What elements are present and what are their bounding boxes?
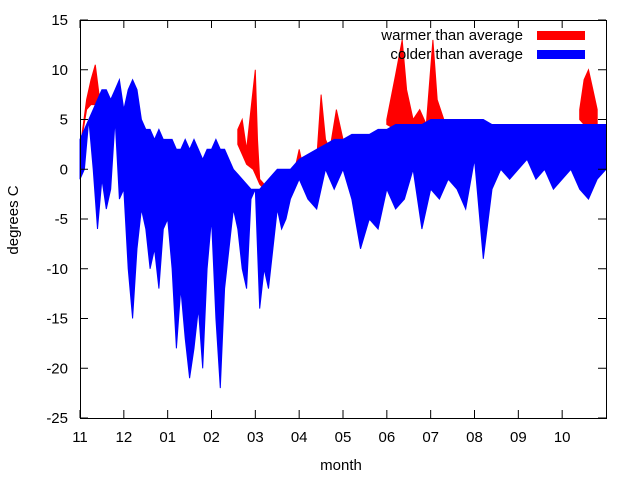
y-axis: -25 -20 -15 -10 -5 0 5 10 15 [46, 12, 606, 427]
x-axis-label: month [320, 457, 362, 474]
y-tick-label: -10 [46, 261, 68, 278]
x-tick-label: 06 [378, 429, 395, 446]
x-tick-label: 07 [422, 429, 439, 446]
x-tick-label: 08 [466, 429, 483, 446]
legend-label-1: colder than average [390, 46, 523, 63]
x-tick-label: 01 [159, 429, 176, 446]
y-tick-label: 10 [51, 62, 68, 79]
y-tick-label: 0 [60, 161, 68, 178]
legend-swatch-1 [537, 50, 585, 59]
x-tick-label: 04 [291, 429, 308, 446]
x-tick-label: 03 [247, 429, 264, 446]
y-tick-label: 5 [60, 112, 68, 129]
x-tick-label: 12 [115, 429, 132, 446]
y-tick-label: 15 [51, 12, 68, 29]
series-layer [79, 39, 607, 389]
x-tick-label: 05 [335, 429, 352, 446]
y-tick-label: -5 [55, 211, 68, 228]
y-axis-label: degrees C [5, 185, 22, 254]
legend-label-0: warmer than average [380, 27, 523, 44]
x-axis: 11 12 01 02 03 04 05 06 07 08 09 10 [72, 20, 571, 446]
y-tick-label: -15 [46, 311, 68, 328]
series-warmer-band-4 [579, 68, 598, 125]
y-tick-label: -20 [46, 360, 68, 377]
x-tick-label: 11 [72, 429, 88, 446]
legend-swatch-0 [537, 31, 585, 40]
x-tick-label: 09 [510, 429, 527, 446]
x-tick-label: 10 [554, 429, 571, 446]
x-tick-label: 02 [203, 429, 220, 446]
series-colder-band [79, 77, 607, 389]
y-tick-label: -25 [46, 410, 68, 427]
legend: warmer than average colder than average [380, 27, 585, 63]
